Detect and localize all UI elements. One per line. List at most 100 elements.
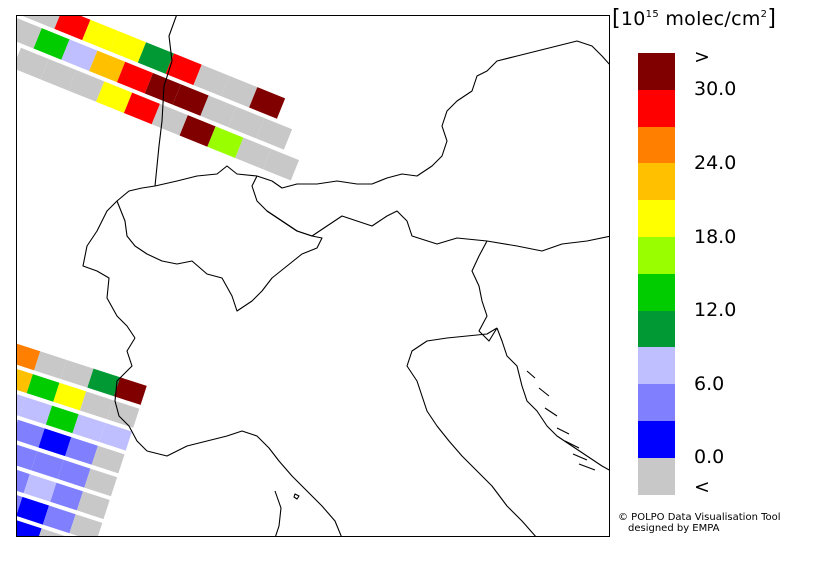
swath-pixel	[76, 491, 110, 520]
legend-label-0: 0.0	[694, 446, 725, 468]
border-austria-italy	[266, 210, 609, 252]
coastline-and-borders	[82, 16, 609, 536]
swath-pixel	[249, 87, 286, 119]
swath-pixel	[116, 61, 154, 94]
border-italy-slovenia	[471, 240, 498, 342]
legend-bin-6	[638, 273, 675, 311]
swath-pixel	[40, 58, 77, 91]
swath-pixel	[72, 414, 106, 442]
border-france-italy	[114, 337, 148, 452]
swath-pixel	[17, 388, 26, 416]
swath-pixel	[235, 137, 272, 170]
swath-pixel	[84, 468, 118, 497]
swath-pixel	[256, 117, 293, 150]
satellite-swath-bottom	[17, 342, 147, 536]
swath-pixel	[79, 391, 113, 420]
swath-pixel	[17, 16, 42, 49]
swath-pixel	[179, 115, 216, 147]
swath-pixel	[69, 514, 103, 536]
legend-label-6: 6.0	[694, 373, 725, 395]
swath-pixel	[33, 28, 70, 60]
legend-bin-11	[638, 457, 675, 495]
swath-pixel	[123, 92, 160, 125]
swath-pixel	[106, 400, 140, 428]
swath-pixel	[207, 126, 244, 159]
swath-pixel	[17, 496, 50, 525]
legend-bin-5	[638, 236, 675, 274]
swath-pixel	[34, 351, 67, 379]
legend-label-above: >	[694, 46, 710, 68]
swath-pixel	[221, 75, 258, 108]
swath-pixel	[82, 19, 119, 52]
swath-pixel	[61, 39, 98, 71]
swath-pixel	[172, 84, 209, 116]
legend-label-below: <	[694, 476, 710, 498]
swath-pixel	[50, 482, 84, 511]
border-switzerland	[116, 175, 323, 312]
island-elba	[293, 493, 300, 500]
legend-label-30: 30.0	[694, 78, 737, 100]
legend-bin-3	[638, 163, 675, 201]
coast-croatia	[496, 327, 609, 471]
swath-pixel	[113, 377, 147, 405]
legend-bin-2	[638, 126, 675, 164]
swath-pixel	[144, 73, 181, 105]
swath-pixel	[17, 442, 38, 471]
satellite-swath-top	[17, 16, 300, 181]
legend-label-12: 12.0	[694, 299, 737, 321]
swath-pixel	[262, 148, 300, 181]
credits-tool: © POLPO Data Visualisation Tool	[618, 512, 781, 523]
swath-pixel	[19, 396, 53, 425]
swath-pixel	[31, 451, 64, 479]
swath-pixel	[89, 50, 126, 83]
legend-bin-0	[638, 53, 675, 90]
coast-italy-west	[146, 430, 342, 536]
swath-pixel	[96, 81, 133, 114]
swath-pixel	[17, 519, 42, 536]
swath-pixel	[87, 368, 121, 397]
swath-pixel	[42, 505, 76, 534]
swath-pixel	[57, 459, 91, 488]
border-germany-austria	[154, 40, 609, 189]
map-panel[interactable]	[16, 15, 610, 537]
swath-pixel	[228, 106, 265, 139]
swath-pixel	[17, 465, 30, 494]
swath-pixel	[65, 437, 98, 465]
swath-pixel	[17, 47, 49, 80]
swath-pixel	[137, 42, 174, 74]
legend-bin-8	[638, 347, 675, 385]
swath-pixel	[17, 342, 41, 371]
legend-bin-4	[638, 200, 675, 237]
swath-pixel	[35, 528, 69, 536]
legend-unit-label: [1015 molec/cm2]	[612, 6, 777, 31]
swath-pixel	[165, 53, 202, 86]
swath-pixel	[26, 374, 60, 402]
coast-corsica	[274, 490, 282, 536]
legend-label-18: 18.0	[694, 226, 737, 248]
swath-pixel	[99, 422, 132, 451]
legend-colorbar	[638, 53, 675, 495]
legend-bin-7	[638, 310, 675, 348]
coast-italy-adriatic	[406, 327, 536, 536]
swath-pixel	[68, 70, 105, 102]
swath-pixel	[45, 405, 79, 434]
swath-pixel	[23, 474, 57, 502]
legend-bin-1	[638, 89, 675, 127]
legend-bin-10	[638, 420, 675, 458]
swath-pixel	[53, 382, 87, 411]
swath-pixel	[26, 16, 63, 29]
map-canvas[interactable]	[17, 16, 610, 537]
swath-pixel	[91, 445, 125, 474]
swath-pixel	[193, 64, 230, 97]
swath-pixel	[54, 16, 91, 41]
swath-pixel	[60, 359, 94, 388]
swath-pixel	[200, 95, 237, 128]
swath-pixel	[38, 428, 72, 457]
swath-pixel	[17, 365, 33, 394]
credits: © POLPO Data Visualisation Tool designed…	[618, 512, 781, 534]
islands-croatia	[526, 370, 596, 471]
legend-label-24: 24.0	[694, 152, 737, 174]
credits-author: designed by EMPA	[628, 523, 720, 534]
swath-pixel	[110, 30, 147, 63]
swath-pixel	[17, 419, 45, 448]
